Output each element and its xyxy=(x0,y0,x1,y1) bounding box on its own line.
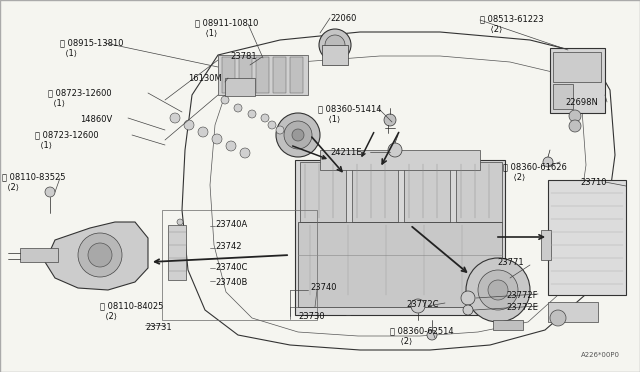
Circle shape xyxy=(198,127,208,137)
Circle shape xyxy=(221,96,229,104)
Bar xyxy=(320,150,480,170)
Text: ⟨2⟩: ⟨2⟩ xyxy=(100,312,117,321)
Bar xyxy=(295,160,505,315)
Text: ⟨2⟩: ⟨2⟩ xyxy=(390,337,412,346)
Text: 23781: 23781 xyxy=(230,52,257,61)
Text: ⟨2⟩: ⟨2⟩ xyxy=(2,183,19,192)
Circle shape xyxy=(170,113,180,123)
Bar xyxy=(273,57,286,93)
Bar xyxy=(352,162,398,222)
Bar xyxy=(404,162,450,222)
Bar xyxy=(222,57,235,93)
Text: 23772F: 23772F xyxy=(506,291,538,300)
Text: 23772E: 23772E xyxy=(506,303,538,312)
Text: 23742: 23742 xyxy=(215,242,241,251)
Bar xyxy=(225,78,255,96)
Bar xyxy=(300,162,346,222)
Text: 23740: 23740 xyxy=(310,283,337,292)
Circle shape xyxy=(427,330,437,340)
Circle shape xyxy=(240,148,250,158)
Circle shape xyxy=(411,299,425,313)
Text: 23731: 23731 xyxy=(145,323,172,332)
Circle shape xyxy=(388,143,402,157)
Circle shape xyxy=(478,270,518,310)
Circle shape xyxy=(276,126,284,134)
Text: Ⓝ 08911-10810: Ⓝ 08911-10810 xyxy=(195,18,259,27)
Circle shape xyxy=(461,291,475,305)
Bar xyxy=(239,57,252,93)
Text: ⟨1⟩: ⟨1⟩ xyxy=(195,29,217,38)
Text: 22060: 22060 xyxy=(330,14,356,23)
Polygon shape xyxy=(45,222,148,290)
Circle shape xyxy=(292,129,304,141)
Text: ⟨1⟩: ⟨1⟩ xyxy=(60,49,77,58)
Text: ⟨1⟩: ⟨1⟩ xyxy=(48,99,65,108)
Bar xyxy=(493,320,523,330)
Text: 23710: 23710 xyxy=(580,178,607,187)
Text: Ⓑ 08110-84025: Ⓑ 08110-84025 xyxy=(100,301,163,310)
Bar xyxy=(322,45,348,65)
Circle shape xyxy=(248,110,256,118)
Bar xyxy=(541,230,551,260)
Text: Ⓒ 08723-12600: Ⓒ 08723-12600 xyxy=(48,88,111,97)
Text: 23740C: 23740C xyxy=(215,263,248,272)
Circle shape xyxy=(234,104,242,112)
Bar xyxy=(218,55,308,95)
Circle shape xyxy=(276,113,320,157)
Circle shape xyxy=(569,110,581,122)
Text: A226*00P0: A226*00P0 xyxy=(581,352,620,358)
Circle shape xyxy=(212,134,222,144)
Circle shape xyxy=(226,141,236,151)
Text: 24211E: 24211E xyxy=(330,148,362,157)
Text: Ⓑ 08110-83525: Ⓑ 08110-83525 xyxy=(2,172,65,181)
Bar xyxy=(20,248,58,262)
Circle shape xyxy=(261,114,269,122)
Bar xyxy=(553,84,573,109)
Text: 23730: 23730 xyxy=(298,312,324,321)
Text: 23740A: 23740A xyxy=(215,220,247,229)
Text: 23771: 23771 xyxy=(497,258,524,267)
Text: 23772C: 23772C xyxy=(406,300,438,309)
Text: 16130M: 16130M xyxy=(188,74,221,83)
Text: ⟨2⟩: ⟨2⟩ xyxy=(503,173,525,182)
Text: 22698N: 22698N xyxy=(565,98,598,107)
Circle shape xyxy=(268,121,276,129)
Text: ⟨2⟩: ⟨2⟩ xyxy=(480,25,502,34)
Bar xyxy=(168,225,186,280)
Circle shape xyxy=(384,114,396,126)
Circle shape xyxy=(488,280,508,300)
Bar xyxy=(550,48,605,113)
Text: Ⓢ 08360-62514: Ⓢ 08360-62514 xyxy=(390,326,454,335)
Circle shape xyxy=(45,187,55,197)
Circle shape xyxy=(319,29,351,61)
Circle shape xyxy=(550,310,566,326)
Circle shape xyxy=(569,120,581,132)
Circle shape xyxy=(88,243,112,267)
Circle shape xyxy=(284,121,312,149)
Text: Ⓢ 08360-61626: Ⓢ 08360-61626 xyxy=(503,162,567,171)
Text: ⓜ 08915-13810: ⓜ 08915-13810 xyxy=(60,38,124,47)
Bar xyxy=(162,210,317,320)
Bar xyxy=(290,57,303,93)
Text: Ⓢ 08360-51414: Ⓢ 08360-51414 xyxy=(318,104,381,113)
Text: ⟨1⟩: ⟨1⟩ xyxy=(318,115,340,124)
Circle shape xyxy=(466,258,530,322)
Text: ⟨1⟩: ⟨1⟩ xyxy=(35,141,52,150)
Circle shape xyxy=(543,157,553,167)
Circle shape xyxy=(325,35,345,55)
Text: Ⓢ 08513-61223: Ⓢ 08513-61223 xyxy=(480,14,543,23)
Circle shape xyxy=(184,120,194,130)
Text: 23740B: 23740B xyxy=(215,278,248,287)
Bar xyxy=(553,52,601,82)
Bar xyxy=(298,222,502,307)
Circle shape xyxy=(177,219,183,225)
Text: 14860V: 14860V xyxy=(80,115,112,124)
Bar xyxy=(456,162,502,222)
Circle shape xyxy=(463,305,473,315)
Text: Ⓒ 08723-12600: Ⓒ 08723-12600 xyxy=(35,130,99,139)
Circle shape xyxy=(78,233,122,277)
Bar xyxy=(548,302,598,322)
Bar xyxy=(256,57,269,93)
Bar xyxy=(548,180,626,295)
